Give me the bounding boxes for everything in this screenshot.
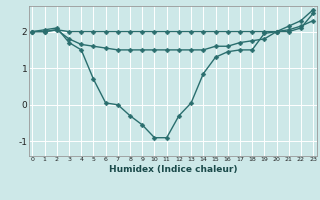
X-axis label: Humidex (Indice chaleur): Humidex (Indice chaleur) xyxy=(108,165,237,174)
